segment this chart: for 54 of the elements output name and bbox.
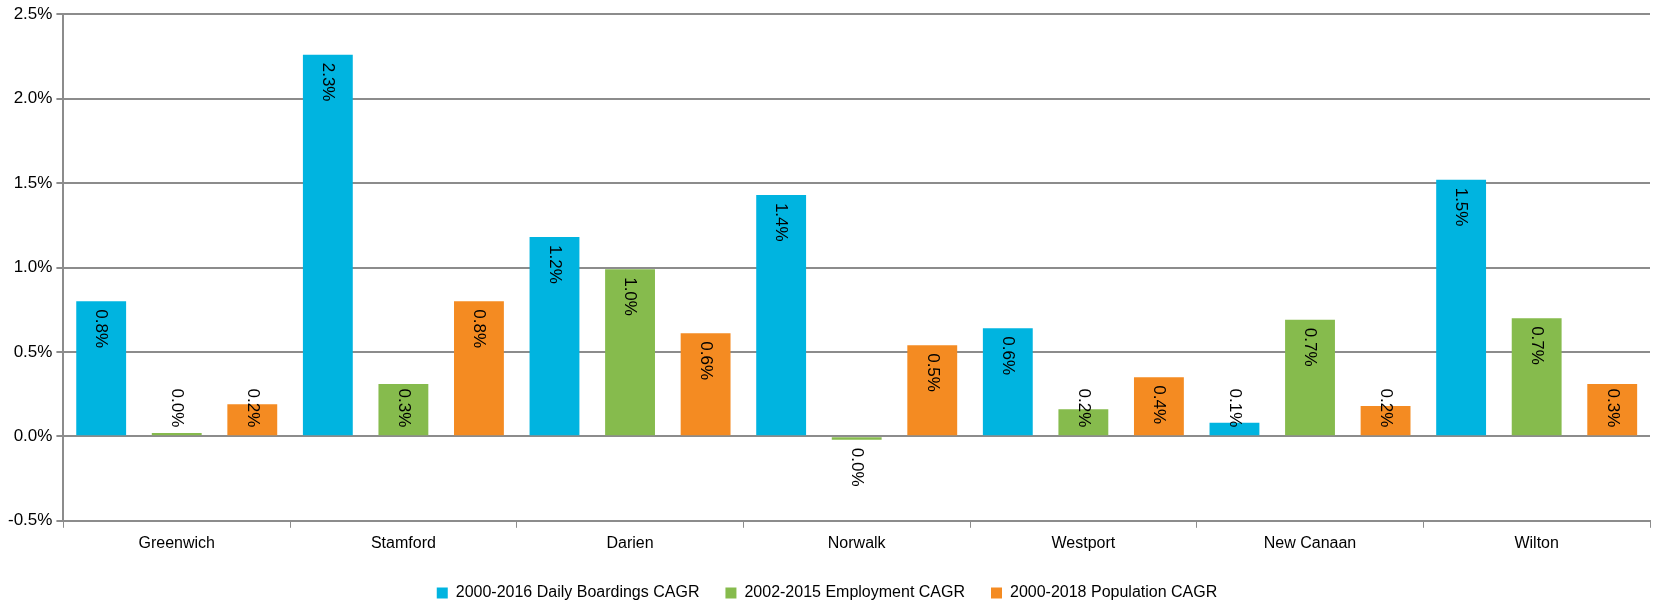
data-label: 0.6% [696,341,716,381]
bar [454,301,504,436]
data-label: 0.4% [1150,385,1170,425]
x-tick-label: Westport [1051,533,1116,551]
data-label: 0.2% [1074,388,1094,428]
bar [76,301,127,436]
bar [529,237,580,436]
bar [982,328,1033,436]
y-tick-label: 1.0% [13,257,53,277]
data-label: 0.5% [923,353,943,392]
bar [378,384,429,436]
x-tick-label: New Canaan [1263,533,1357,551]
data-label: 0.2% [1376,388,1396,428]
bar [1511,318,1562,436]
y-tick-label: 2.0% [13,88,53,108]
y-tick-label: 1.5% [13,172,53,192]
bar [302,54,353,436]
data-label: 0.8% [92,309,112,349]
data-label: 0.2% [243,388,263,428]
x-tick-label: Wilton [1514,533,1559,551]
x-tick-label: Darien [606,533,654,551]
bar [756,194,807,436]
x-tick-label: Norwalk [827,533,887,551]
data-label: 0.0% [168,388,188,428]
bar [605,269,655,436]
data-label: 0.3% [394,388,414,428]
data-label: 0.3% [1603,388,1623,428]
data-label: 0.7% [1527,326,1547,365]
data-label: 1.2% [545,245,565,284]
y-tick-label: -0.5% [7,510,53,530]
bar [1436,179,1487,436]
bar [831,437,882,440]
data-label: 2.3% [319,62,339,102]
legend-label: 2002-2015 Employment CAGR [744,583,965,601]
data-label: 0.0% [848,447,868,487]
legend-label: 2000-2018 Population CAGR [1010,583,1218,601]
y-tick-label: 2.5% [13,3,53,23]
data-label: 0.7% [1301,327,1321,367]
y-tick-label: 0.5% [13,341,53,361]
data-label: 1.5% [1452,187,1472,227]
x-tick-label: Greenwich [138,533,215,551]
data-label: 1.0% [621,277,641,316]
x-tick-label: Stamford [370,533,436,551]
y-tick-label: 0.0% [13,426,53,446]
legend-label: 2000-2016 Daily Boardings CAGR [455,583,700,601]
bar [907,345,958,436]
bar [1133,377,1184,436]
data-label: 0.8% [470,309,490,349]
bar [1285,319,1335,436]
data-label: 0.1% [1225,388,1245,428]
data-label: 1.4% [772,202,792,242]
bar [1587,384,1638,436]
data-label: 0.6% [999,336,1019,376]
bar [680,333,731,436]
